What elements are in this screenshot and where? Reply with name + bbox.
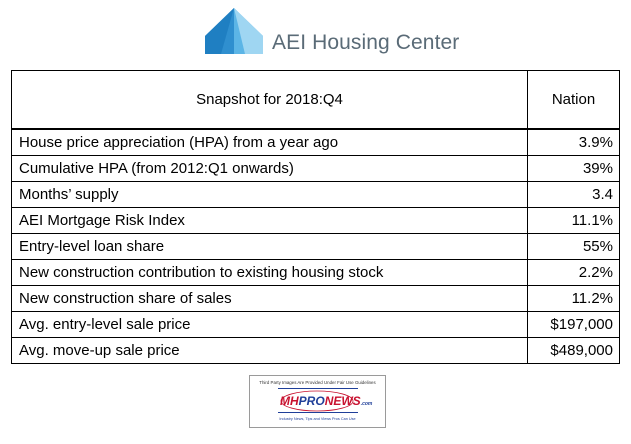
table-row: Cumulative HPA (from 2012:Q1 onwards) 39…: [11, 155, 620, 182]
metric-value: 55%: [527, 233, 620, 260]
table-row: New construction share of sales 11.2%: [11, 285, 620, 312]
metric-value: 2.2%: [527, 259, 620, 286]
logo-rule-top: [278, 388, 358, 389]
house-roof-icon: [205, 8, 263, 54]
metric-label: House price appreciation (HPA) from a ye…: [11, 128, 528, 156]
metric-value: 11.2%: [527, 285, 620, 312]
metric-value: 11.1%: [527, 207, 620, 234]
table-row: Avg. entry-level sale price $197,000: [11, 311, 620, 338]
metric-value: 39%: [527, 155, 620, 182]
metric-value: 3.4: [527, 181, 620, 208]
logo-tagline: Industry News, Tips and Views Pros Can U…: [279, 417, 355, 421]
aei-housing-center-logo: AEI Housing Center: [203, 6, 459, 58]
logo-swoosh: [280, 390, 354, 412]
logo-mh: MH: [280, 394, 299, 408]
table-row: Entry-level loan share 55%: [11, 233, 620, 260]
nation-column-header: Nation: [527, 70, 620, 130]
table-title: Snapshot for 2018:Q4: [11, 70, 528, 130]
table-row: Months’ supply 3.4: [11, 181, 620, 208]
logo-com: .com: [361, 401, 373, 407]
svg-text:MHPRONEWS.com: MHPRONEWS.com: [280, 394, 373, 408]
table-row: New construction contribution to existin…: [11, 259, 620, 286]
metric-label: Avg. entry-level sale price: [11, 311, 528, 338]
table-row: Avg. move-up sale price $489,000: [11, 337, 620, 364]
metric-value: $489,000: [527, 337, 620, 364]
metric-value: 3.9%: [527, 128, 620, 156]
metric-value: $197,000: [527, 311, 620, 338]
fair-use-notice: Third Party Images Are Provided Under Fa…: [259, 380, 376, 385]
table-row: House price appreciation (HPA) from a ye…: [11, 128, 620, 156]
metric-label: New construction share of sales: [11, 285, 528, 312]
logo-news: NEWS: [325, 394, 361, 408]
metric-label: Months’ supply: [11, 181, 528, 208]
metric-label: New construction contribution to existin…: [11, 259, 528, 286]
brand-name: AEI Housing Center: [272, 31, 460, 54]
metric-label: Cumulative HPA (from 2012:Q1 onwards): [11, 155, 528, 182]
metric-label: Avg. move-up sale price: [11, 337, 528, 364]
logo-pro: PRO: [299, 394, 326, 408]
metric-label: Entry-level loan share: [11, 233, 528, 260]
mhpronews-logo: Third Party Images Are Provided Under Fa…: [259, 380, 376, 421]
mhpronews-watermark: Third Party Images Are Provided Under Fa…: [249, 375, 386, 428]
table-row: AEI Mortgage Risk Index 11.1%: [11, 207, 620, 234]
metric-label: AEI Mortgage Risk Index: [11, 207, 528, 234]
snapshot-table: Snapshot for 2018:Q4 Nation House price …: [11, 70, 620, 364]
logo-rule-bottom: [278, 412, 358, 413]
table-header-row: Snapshot for 2018:Q4 Nation: [11, 70, 620, 130]
